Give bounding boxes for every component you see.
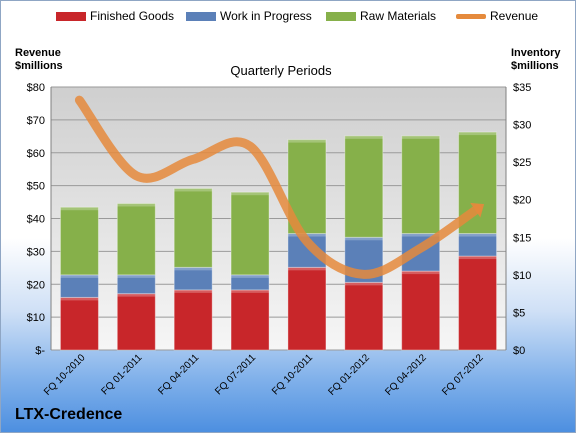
left-axis-title-line1: Revenue bbox=[15, 47, 61, 59]
bar-highlight bbox=[401, 271, 440, 275]
x-tick-label: FQ 07-2012 bbox=[440, 352, 486, 398]
bar-highlight bbox=[174, 289, 213, 293]
left-tick-label: $20 bbox=[27, 279, 45, 291]
revenue-arrowhead bbox=[470, 202, 485, 218]
bar-segment bbox=[401, 135, 441, 235]
right-tick-label: $0 bbox=[513, 345, 525, 357]
legend: Finished Goods Work in Progress Raw Mate… bbox=[1, 9, 575, 29]
bar-highlight bbox=[287, 139, 326, 143]
bar-highlight bbox=[117, 293, 156, 297]
bar-highlight bbox=[174, 267, 213, 271]
legend-item-raw-materials: Raw Materials bbox=[326, 9, 436, 23]
x-tick-label: FQ 04-2012 bbox=[383, 352, 429, 398]
bar-segment bbox=[173, 266, 213, 291]
left-tick-label: $40 bbox=[27, 214, 45, 226]
bar-highlight bbox=[458, 132, 497, 136]
legend-swatch bbox=[186, 11, 216, 21]
bar-highlight bbox=[401, 135, 440, 139]
x-tick-label: FQ 01-2011 bbox=[99, 352, 144, 397]
right-tick-label: $25 bbox=[513, 157, 531, 169]
left-axis-title-line2: $millions bbox=[15, 60, 63, 72]
bar-highlight bbox=[174, 188, 213, 192]
right-tick-label: $15 bbox=[513, 232, 531, 244]
right-tick-label: $20 bbox=[513, 195, 531, 207]
company-name: LTX-Credence bbox=[15, 406, 123, 423]
bar-segment bbox=[230, 289, 270, 351]
left-tick-label: $80 bbox=[27, 82, 45, 94]
bar-segment bbox=[116, 202, 156, 276]
left-axis-title: Revenue $millions bbox=[15, 47, 63, 73]
bar-segment bbox=[59, 206, 99, 276]
left-tick-label: $70 bbox=[27, 115, 45, 127]
legend-label: Raw Materials bbox=[360, 9, 437, 23]
bar-highlight bbox=[60, 207, 99, 211]
right-tick-label: $30 bbox=[513, 120, 531, 132]
x-tick-label: FQ 07-2011 bbox=[213, 352, 258, 397]
left-tick-label: $- bbox=[35, 345, 45, 357]
bar-segment bbox=[344, 281, 384, 351]
legend-item-finished-goods: Finished Goods bbox=[56, 9, 174, 23]
bar-segment bbox=[116, 293, 156, 351]
x-tick-label: FQ 10-2010 bbox=[42, 352, 88, 398]
x-tick-label: FQ 01-2012 bbox=[326, 352, 372, 398]
bar-highlight bbox=[60, 297, 99, 301]
legend-label: Work in Progress bbox=[220, 9, 312, 23]
bar-highlight bbox=[458, 233, 497, 237]
bar-highlight bbox=[287, 267, 326, 271]
left-tick-label: $10 bbox=[27, 312, 45, 324]
bar-highlight bbox=[117, 203, 156, 207]
bar-segment bbox=[173, 187, 213, 268]
bar-highlight bbox=[458, 256, 497, 260]
bar-highlight bbox=[231, 274, 270, 278]
bar-highlight bbox=[401, 233, 440, 237]
bar-segment bbox=[173, 289, 213, 351]
legend-label: Revenue bbox=[490, 9, 539, 23]
x-tick-label: FQ 10-2011 bbox=[270, 352, 315, 397]
x-tick-label: FQ 04-2011 bbox=[156, 352, 201, 397]
left-tick-label: $60 bbox=[27, 148, 45, 160]
bar-highlight bbox=[344, 135, 383, 139]
bar-segment bbox=[230, 191, 270, 276]
legend-swatch bbox=[56, 11, 86, 21]
right-tick-label: $10 bbox=[513, 270, 531, 282]
right-tick-label: $5 bbox=[513, 307, 525, 319]
bar-highlight bbox=[117, 274, 156, 278]
legend-item-work-in-progress: Work in Progress bbox=[186, 9, 312, 23]
bar-segment bbox=[287, 266, 327, 351]
right-axis-title-line2: $millions bbox=[511, 60, 559, 72]
chart-title: Quarterly Periods bbox=[230, 63, 332, 78]
left-tick-label: $50 bbox=[27, 181, 45, 193]
bar-highlight bbox=[60, 274, 99, 278]
legend-label: Finished Goods bbox=[90, 9, 175, 23]
bar-segment bbox=[59, 296, 99, 351]
bar-highlight bbox=[231, 192, 270, 196]
right-axis-title: Inventory $millions bbox=[511, 47, 561, 73]
legend-swatch bbox=[456, 13, 486, 19]
right-tick-label: $35 bbox=[513, 82, 531, 94]
bar-segment bbox=[458, 255, 498, 351]
bar-segment bbox=[59, 274, 99, 298]
bar-highlight bbox=[231, 289, 270, 293]
left-tick-label: $30 bbox=[27, 246, 45, 258]
right-axis-title-line1: Inventory bbox=[511, 47, 561, 59]
bar-highlight bbox=[344, 237, 383, 241]
bar-segment bbox=[401, 270, 441, 351]
legend-item-revenue: Revenue bbox=[456, 9, 538, 23]
legend-swatch bbox=[326, 11, 356, 21]
bar-segment bbox=[344, 135, 384, 238]
bar-highlight bbox=[344, 282, 383, 286]
bar-segment bbox=[458, 233, 498, 257]
revenue-line bbox=[74, 95, 483, 279]
